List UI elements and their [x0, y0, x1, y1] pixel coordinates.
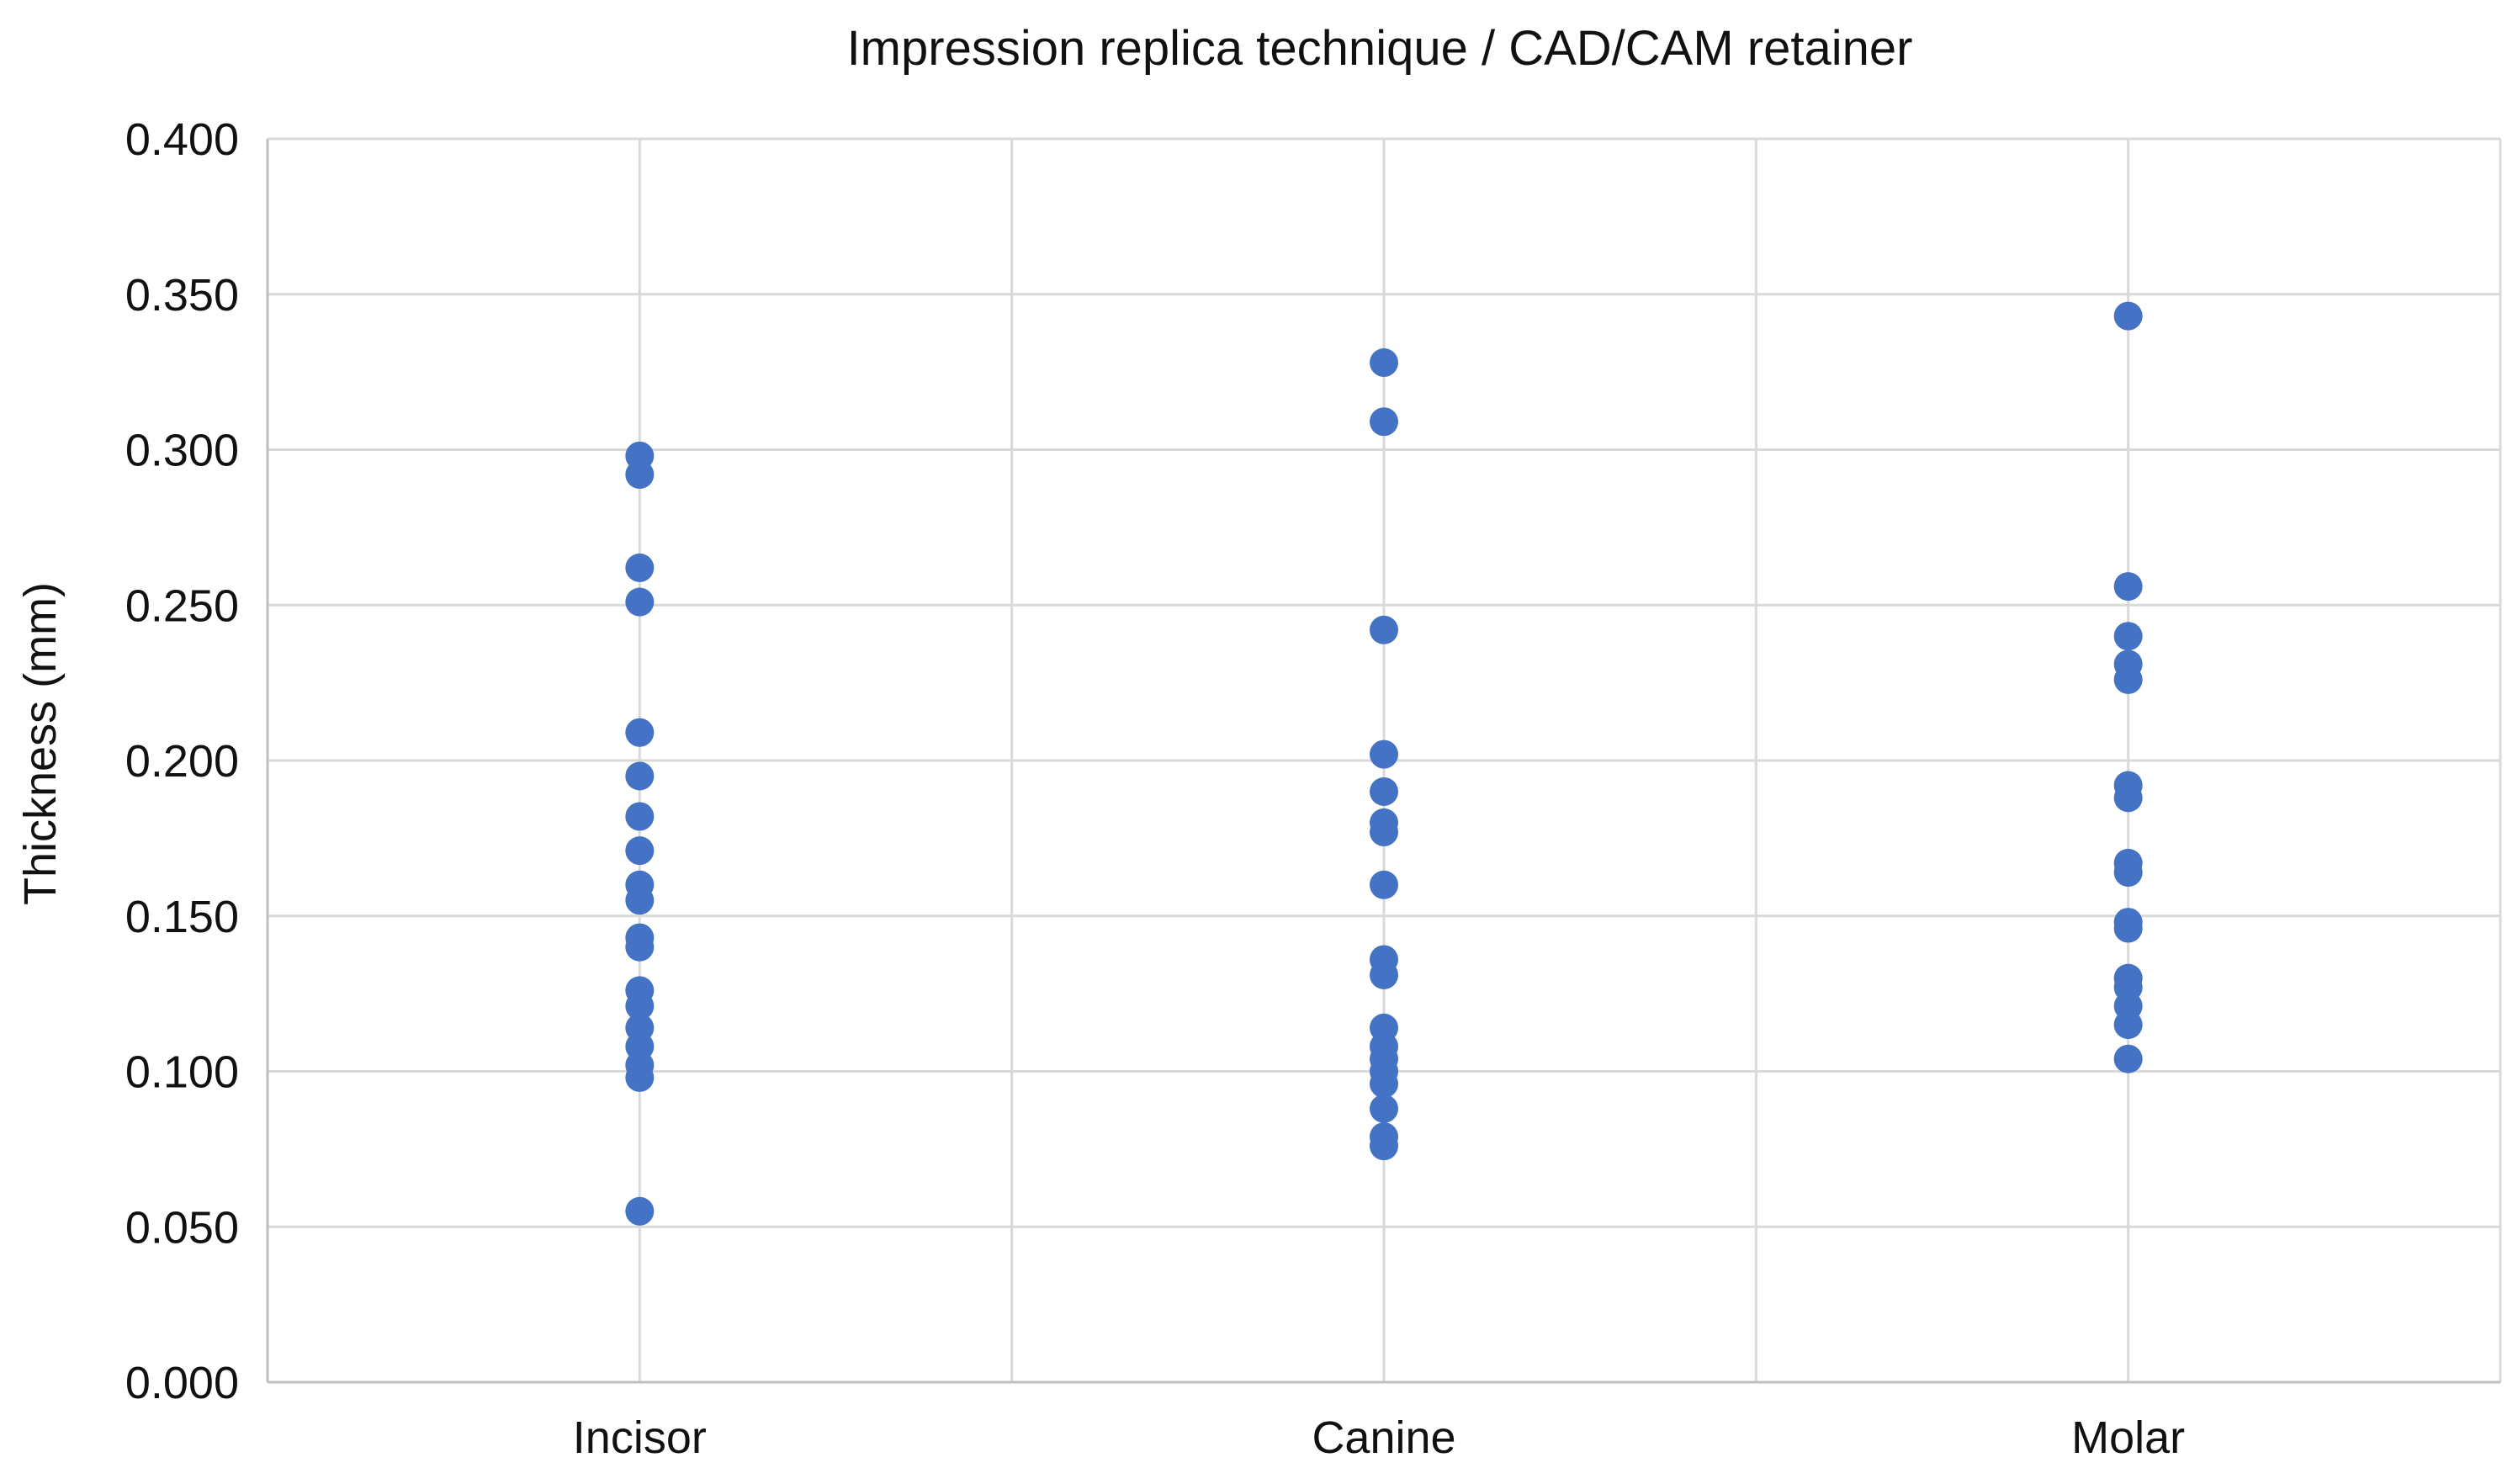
data-point-molar [2113, 572, 2143, 602]
data-point-canine [1370, 870, 1398, 899]
y-tick-label: 0.150 [125, 892, 239, 942]
data-point-molar [2113, 1010, 2143, 1040]
data-point-incisor [625, 886, 655, 915]
y-tick-label: 0.300 [125, 426, 239, 476]
axes [266, 139, 2500, 1384]
data-point-canine [1370, 348, 1398, 378]
x-tick-label: Incisor [573, 1412, 707, 1463]
data-point-molar [2113, 301, 2143, 331]
chart-title: Impression replica technique / CAD/CAM r… [847, 21, 1913, 76]
data-point-molar [2113, 914, 2143, 943]
data-point-incisor [625, 991, 655, 1020]
data-point-molar [2113, 622, 2143, 651]
data-point-incisor [625, 932, 655, 962]
y-tick-label: 0.200 [125, 736, 239, 787]
data-point-canine [1370, 1094, 1398, 1123]
data-point-incisor [625, 761, 655, 791]
data-point-incisor [625, 718, 655, 747]
x-tick-label: Molar [2071, 1412, 2185, 1463]
data-point-molar [2113, 858, 2143, 888]
data-point-incisor [625, 1196, 655, 1226]
data-point-canine [1370, 1132, 1398, 1161]
data-point-canine [1370, 960, 1398, 989]
data-point-canine [1370, 1069, 1398, 1099]
data-point-incisor [625, 1063, 655, 1092]
data-point-molar [2113, 1044, 2143, 1073]
y-tick-label: 0.400 [125, 114, 239, 165]
data-point-molar [2113, 665, 2143, 694]
data-point-incisor [625, 553, 655, 582]
tick-labels: 0.000 0.050 0.100 0.150 0.200 0.250 0.300 0.350… [125, 114, 2185, 1463]
x-tick-label: Canine [1312, 1412, 1455, 1463]
y-tick-label: 0.350 [125, 270, 239, 321]
data-point-incisor [625, 802, 655, 831]
y-axis-title: Thickness (mm) [15, 582, 66, 905]
data-point-incisor [625, 460, 655, 490]
data-point-canine [1370, 615, 1398, 644]
data-points [625, 301, 2143, 1226]
data-point-canine [1370, 776, 1398, 806]
data-point-incisor [625, 587, 655, 617]
data-point-canine [1370, 817, 1398, 846]
data-point-canine [1370, 739, 1398, 769]
y-tick-label: 0.050 [125, 1202, 239, 1253]
y-tick-label: 0.250 [125, 580, 239, 631]
y-tick-label: 0.000 [125, 1358, 239, 1408]
data-point-canine [1370, 407, 1398, 437]
y-tick-label: 0.100 [125, 1047, 239, 1098]
data-point-incisor [625, 836, 655, 866]
data-point-molar [2113, 783, 2143, 813]
